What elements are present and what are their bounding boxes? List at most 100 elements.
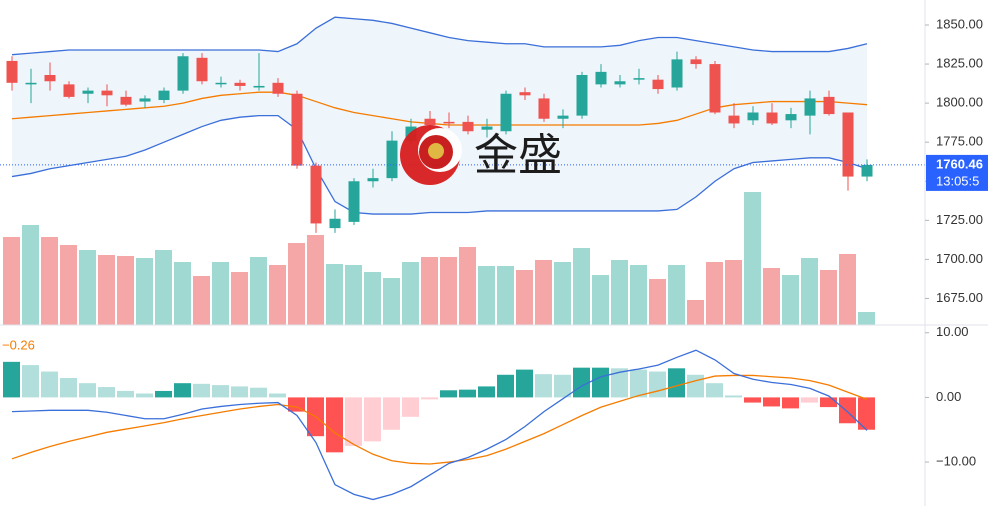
macd-signal-line (11, 374, 868, 465)
volume-bar (22, 225, 39, 325)
volume-bar (630, 265, 647, 325)
y-tick-label: 1825.00 (936, 56, 983, 71)
volume-bar (212, 262, 229, 325)
candle-body (785, 114, 797, 121)
candle-body (614, 81, 626, 85)
macd-histogram-bar (383, 397, 400, 430)
candle-body (861, 164, 873, 177)
volume-bar (269, 265, 286, 325)
axes: 1850.001825.001800.001775.001750.001725.… (925, 16, 988, 468)
volume-bar (820, 270, 837, 325)
volume-bar (649, 279, 666, 325)
volume-bar (136, 258, 153, 325)
volume-bar (288, 243, 305, 325)
y-tick-label: 1800.00 (936, 95, 983, 110)
macd-histogram-bar (535, 374, 552, 398)
macd-histogram-bar (573, 367, 590, 398)
volume-bar (383, 278, 400, 325)
candle-body (63, 84, 75, 97)
candle-body (139, 98, 151, 102)
price-label: 1760.46 (936, 156, 983, 171)
candle-body (462, 121, 474, 132)
candle-body (709, 64, 721, 113)
bollinger-middle (11, 91, 868, 126)
y-tick-label: 1725.00 (936, 212, 983, 227)
volume-bar (307, 235, 324, 325)
volume-bar (193, 276, 210, 325)
price-box (926, 154, 988, 191)
macd-histogram-bar (3, 361, 20, 398)
volume-bar (326, 264, 343, 325)
candle-body (329, 218, 341, 229)
candle-body (557, 115, 569, 119)
macd-histogram-bar (497, 374, 514, 398)
macd-histogram-bar (858, 397, 875, 430)
watermark-text: 金盛 (474, 130, 562, 181)
candle-body (101, 90, 113, 96)
macd-histogram-bar (440, 390, 457, 398)
candle-body (291, 93, 303, 166)
band-fill (12, 17, 867, 215)
macd-histogram-bar (136, 393, 153, 398)
macd-histogram-bar (22, 365, 39, 398)
candle-body (728, 115, 740, 124)
volume-bar (440, 257, 457, 325)
volume-bar (174, 262, 191, 325)
candle-body (82, 90, 94, 94)
macd-histogram-bar (60, 378, 77, 398)
volume-bar (250, 257, 267, 325)
candle-body (424, 118, 436, 125)
volume-bar (858, 312, 875, 325)
volume-bar (573, 248, 590, 325)
candle-body (747, 112, 759, 121)
macd-histogram-bar (649, 371, 666, 398)
volume-bar (554, 262, 571, 325)
candle-body (766, 112, 778, 124)
candle-body (823, 96, 835, 115)
macd-histogram-bar (668, 368, 685, 398)
macd-histogram-bar (269, 393, 286, 398)
volume-bar (706, 262, 723, 325)
volume-bar (839, 254, 856, 325)
candle-body (215, 82, 227, 85)
candle-body (348, 181, 360, 222)
macd-histogram-bar (554, 374, 571, 398)
macd-histogram-bar (687, 374, 704, 398)
candle-body (576, 75, 588, 116)
volume-bar (41, 237, 58, 325)
candle-body (481, 126, 493, 130)
volume-bar (117, 256, 134, 325)
volume-bar (79, 250, 96, 325)
volume-bar (421, 257, 438, 325)
macd-histogram-bar (706, 383, 723, 398)
volume-bar (60, 245, 77, 325)
volume-bar (231, 272, 248, 325)
macd-label: −0.26 (2, 337, 35, 352)
macd-histogram-bar (459, 389, 476, 398)
candle-body (500, 93, 512, 132)
macd-histogram-bar (725, 395, 742, 398)
volume-bar (516, 270, 533, 325)
volume-bar (744, 192, 761, 325)
candle-body (842, 112, 854, 177)
macd-histogram-bar (117, 390, 134, 398)
bollinger-upper (11, 16, 868, 56)
macd-histogram-bar (231, 386, 248, 398)
candle-body (25, 82, 37, 85)
macd-histogram-bar (250, 387, 267, 398)
macd-histogram-bar (630, 369, 647, 398)
candle-body (538, 98, 550, 119)
macd-histogram-bar (782, 397, 799, 409)
candle-body (633, 78, 645, 80)
volume-bar (98, 255, 115, 325)
macd-histogram-bar (155, 390, 172, 398)
candle-body (234, 82, 246, 86)
volume-bar (535, 260, 552, 325)
volume-bar (592, 275, 609, 325)
plot-layer: −0.26 (0, 16, 925, 501)
macd-histogram-bar (763, 397, 780, 407)
volume-bar (687, 300, 704, 325)
candle-body (310, 165, 322, 224)
volume-bar (478, 266, 495, 325)
